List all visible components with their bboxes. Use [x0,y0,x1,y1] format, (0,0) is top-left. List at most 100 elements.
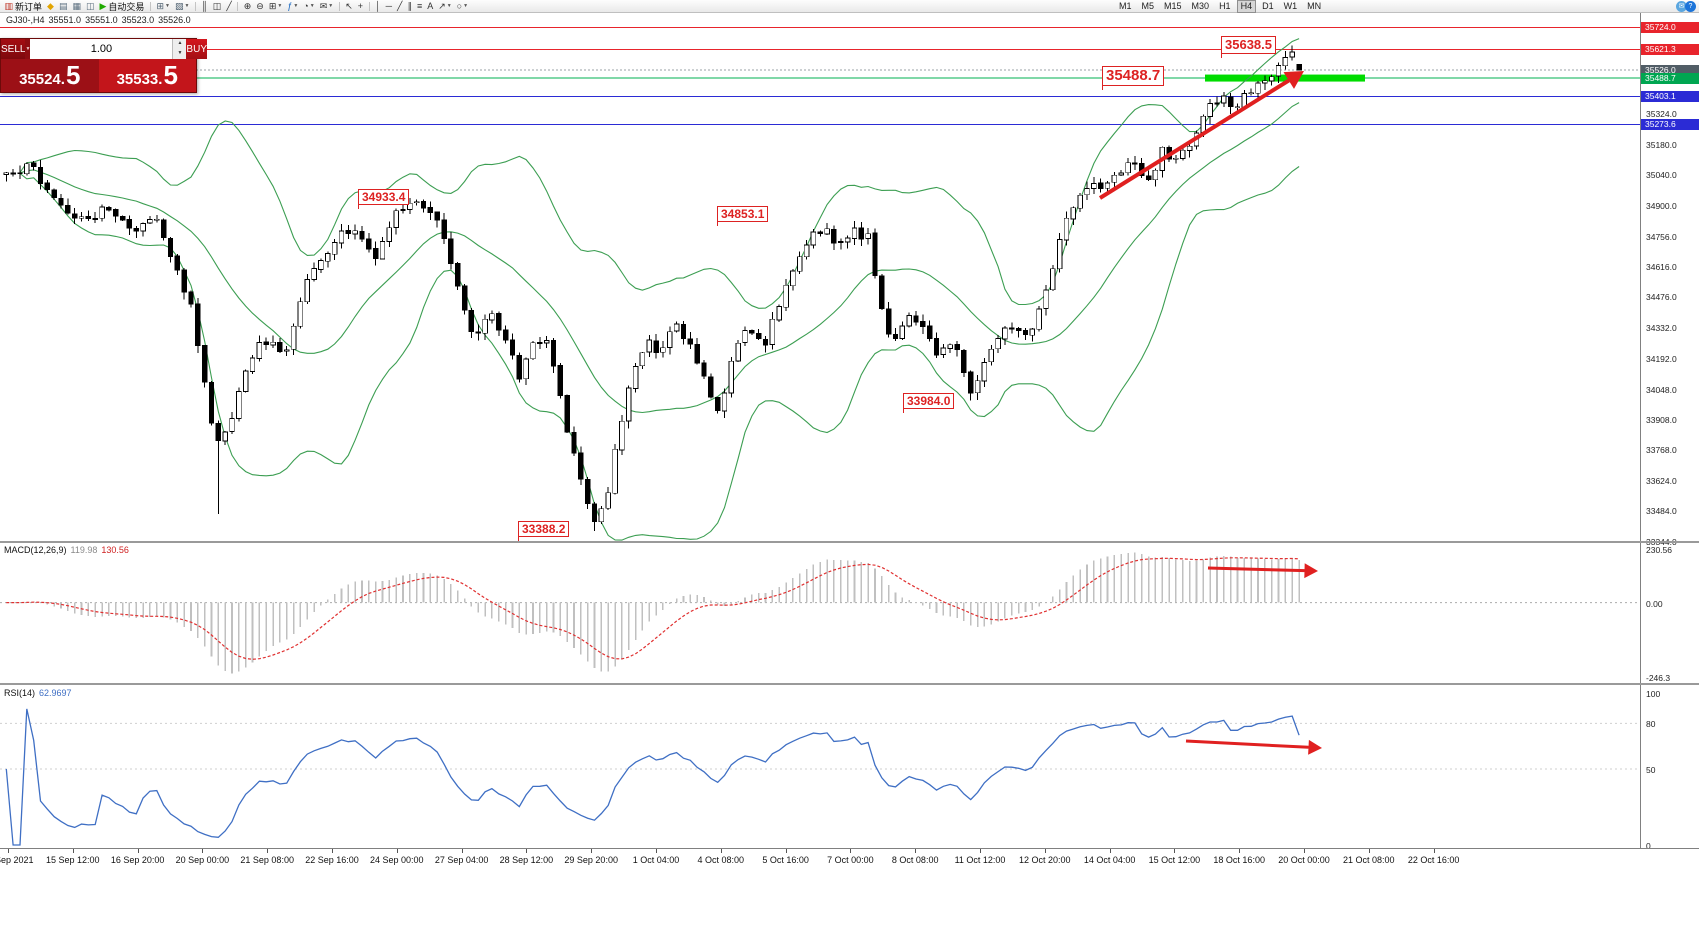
trend-arrow[interactable] [1098,78,1290,200]
chat-bubble-icon[interactable]: ✉ [1676,1,1687,12]
chevron-down-icon: ▼ [328,3,334,9]
time-axis-tick [1044,849,1046,853]
cursor-icon[interactable]: ↖ [343,0,356,12]
bars-type-icon[interactable]: ║ [199,0,210,12]
price-axis-label: 35324.0 [1646,109,1677,120]
favorites-icon[interactable]: ◆ [45,0,57,12]
symbol-timeframe: GJ30-,H4 [6,15,45,25]
periods-icon[interactable]: ◔ ▼ [301,0,317,12]
crosshair-icon[interactable]: + [355,0,365,12]
timeframe-button-h1[interactable]: H1 [1219,1,1231,11]
price-axis-label: 33768.0 [1646,445,1677,456]
timeframe-button-d1[interactable]: D1 [1262,1,1274,11]
channel-icon[interactable]: ∥ [405,0,415,12]
autotrading-button[interactable]: ▶ 自动交易 [97,0,147,12]
time-axis-tick [720,849,722,853]
panel-separator[interactable] [0,541,1699,543]
zoom-out-icon[interactable]: ⊖ [254,0,267,12]
profiles-icon[interactable]: ▧ ▼ [172,0,191,12]
volume-stepper[interactable]: ▲ ▼ [172,39,187,59]
time-axis-tick [396,849,398,853]
volume-up-icon[interactable]: ▲ [173,39,187,49]
timeframe-button-mn[interactable]: MN [1307,1,1322,11]
trend-arrow[interactable] [1207,566,1305,573]
toolbar-separator [237,1,239,11]
macd-canvas[interactable] [0,543,1640,683]
panel-separator[interactable] [0,683,1699,685]
time-axis-separator[interactable] [0,848,1699,849]
macd-main-value: 119.98 [70,545,98,555]
volume-input[interactable] [30,39,173,59]
price-label-33388.2[interactable]: 33388.2 [518,521,570,542]
price-scale[interactable]: 35324.0 35180.0 35040.0 34900.0 34756.0 34616… [1640,13,1699,851]
new-chart-icon: ⊞ [156,1,164,11]
support-zone-band[interactable] [1205,74,1365,82]
time-axis-label: 14 Oct 04:00 [1083,855,1136,865]
arrows-icon[interactable]: ↗ ▼ [436,0,455,12]
indicators-icon[interactable]: ƒ ▼ [285,0,301,12]
market-watch-icon[interactable]: ▤ [56,0,70,12]
help-bubble-icon[interactable]: ? [1685,1,1696,12]
vline-icon[interactable]: │ [373,0,384,12]
mail-icon[interactable]: ✉ ▼ [317,0,336,12]
time-axis-tick [526,849,528,853]
time-axis-tick [72,849,74,853]
tile-windows-icon[interactable]: ⊞ ▼ [266,0,285,12]
order-type-dropdown[interactable]: ▼ [25,39,31,59]
chart-ohlc-info: GJ30-,H4 35551.0 35551.0 35523.0 35526.0 [6,15,195,25]
zoom-in-icon[interactable]: ⊕ [241,0,254,12]
hline-icon[interactable]: ─ [383,0,394,12]
timeframe-button-m1[interactable]: M1 [1119,1,1132,11]
sell-button[interactable]: SELL [1,39,26,59]
zoom-in-icon: ⊕ [243,1,252,11]
new-chart-icon[interactable]: ⊞ ▼ [154,0,173,12]
timeframe-button-w1[interactable]: W1 [1283,1,1298,11]
time-axis-tick [1304,849,1305,853]
candles-type-icon[interactable]: ◫ [210,0,224,12]
time-axis-tick [785,849,787,853]
buy-button[interactable]: BUY [186,39,207,59]
periods-icon: ◔ [303,1,309,11]
text-icon[interactable]: A [425,0,436,12]
data-window-icon[interactable]: ▦ [70,0,84,12]
timeframe-button-h4[interactable]: H4 [1236,0,1257,13]
time-axis-tick [591,849,593,853]
new-order-button[interactable]: ▥ 新订单 [2,0,45,12]
volume-down-icon[interactable]: ▼ [173,49,187,59]
toolbar-separator [368,1,370,11]
timeframe-button-m15[interactable]: M15 [1164,1,1182,11]
rsi-canvas[interactable] [0,685,1640,848]
trendline-icon[interactable]: ╱ [395,0,405,12]
main-chart-canvas[interactable] [0,13,1640,541]
price-label-35638.5[interactable]: 35638.5 [1221,36,1276,58]
chevron-down-icon: ▼ [293,3,299,9]
cursor-icon: ↖ [345,1,353,11]
timeframe-button-m5[interactable]: M5 [1141,1,1155,11]
market-watch-icon: ▤ [58,1,68,11]
shapes-icon[interactable]: ○ ▼ [454,0,470,12]
price-axis-label: 34756.0 [1646,231,1677,242]
time-axis-tick [8,849,9,853]
indicators-icon: ƒ [287,1,293,11]
candlestick-series [3,45,1302,531]
buy-price-button[interactable]: 35533. 5 [98,59,196,92]
fibo-icon[interactable]: ≡ [414,0,424,12]
price-label-34853.1[interactable]: 34853.1 [717,206,769,227]
trend-arrow[interactable] [1185,739,1309,749]
macd-axis-label: -246.3 [1646,673,1671,683]
time-axis-label: 20 Sep 00:00 [175,855,230,865]
price-tag-35526.0: 35526.0 [1641,64,1699,76]
price-label-33984.0[interactable]: 33984.0 [903,393,955,414]
timeframe-button-m30[interactable]: M30 [1191,1,1210,11]
sell-price-button[interactable]: 35524. 5 [1,59,99,92]
toolbar-separator [149,1,151,11]
time-axis-label: 4 Oct 08:00 [697,855,745,865]
price-label-35488.7[interactable]: 35488.7 [1102,66,1165,90]
close-value: 35526.0 [158,15,191,25]
time-axis-label: 14 Sep 2021 [0,855,34,865]
navigator-icon[interactable]: ◫ [83,0,97,12]
text-icon: A [427,1,434,11]
time-axis[interactable]: 14 Sep 2021 15 Sep 12:00 16 Sep 20:00 20 Se… [0,849,1640,869]
price-label-34933.4[interactable]: 34933.4 [358,189,410,210]
line-type-icon[interactable]: ╱ [224,0,234,12]
